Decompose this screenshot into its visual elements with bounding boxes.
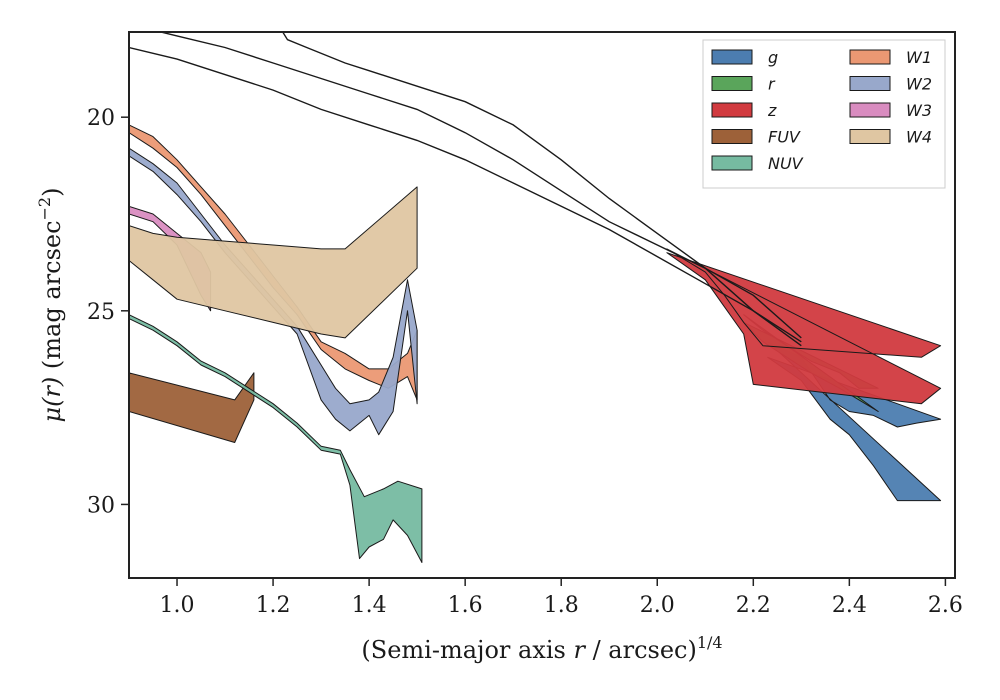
band-w4: [129, 186, 418, 339]
x-tick-label: 1.2: [256, 593, 291, 618]
legend-swatch-w1: [849, 49, 891, 65]
band-nuv: [129, 314, 423, 563]
legend-swatch-fuv: [711, 129, 753, 144]
legend-swatch-g: [711, 49, 753, 65]
x-tick-label: 1.8: [544, 593, 579, 618]
y-tick-label: 20: [87, 106, 115, 131]
legend-label-w1: W1: [906, 48, 932, 67]
legend-label-g: g: [768, 48, 778, 67]
y-axis-label: μ(r) (mag arcsec−2): [35, 188, 66, 423]
x-axis-label: (Semi-major axis r / arcsec)1/4: [361, 633, 722, 664]
legend-swatch-r: [711, 76, 753, 91]
legend-label-w3: W3: [906, 101, 932, 120]
band-fuv: [129, 372, 255, 443]
x-tick-label: 2.4: [832, 593, 867, 618]
legend-label-r: r: [768, 75, 776, 94]
profile-bands: [129, 124, 942, 563]
x-tick-label: 2.6: [928, 593, 963, 618]
x-tick-label: 2.0: [640, 593, 675, 618]
legend-swatch-w2: [849, 76, 891, 91]
legend: grz FUV NUV W1 W2 W3 W4: [702, 39, 946, 189]
legend-swatch-w4: [849, 129, 891, 144]
x-tick-label: 2.2: [736, 593, 771, 618]
x-tick-label: 1.6: [448, 593, 483, 618]
legend-swatch-nuv: [711, 155, 753, 171]
y-tick-label: 25: [87, 300, 115, 325]
x-tick-label: 1.4: [352, 593, 387, 618]
legend-label-fuv: FUV: [768, 128, 801, 147]
plot-frame: [128, 31, 956, 579]
reference-line-1: [281, 32, 802, 347]
legend-swatch-w3: [849, 102, 891, 118]
band-z: [666, 248, 942, 405]
legend-label-w4: W4: [906, 128, 932, 147]
reference-line-3: [129, 46, 802, 343]
y-tick-label: 30: [87, 493, 115, 518]
legend-swatch-z: [711, 102, 753, 118]
legend-label-nuv: NUV: [768, 154, 804, 173]
reference-profile-lines: [129, 32, 802, 347]
legend-label-w2: W2: [906, 75, 932, 94]
reference-line-2: [157, 32, 802, 339]
legend-label-z: z: [767, 101, 777, 120]
x-tick-label: 1.0: [160, 593, 195, 618]
x-axis-ticks: 1.0 1.2 1.4 1.6 1.8 2.0 2.2 2.4 2.6: [160, 578, 963, 618]
y-axis-ticks: 20 25 30: [87, 106, 129, 518]
